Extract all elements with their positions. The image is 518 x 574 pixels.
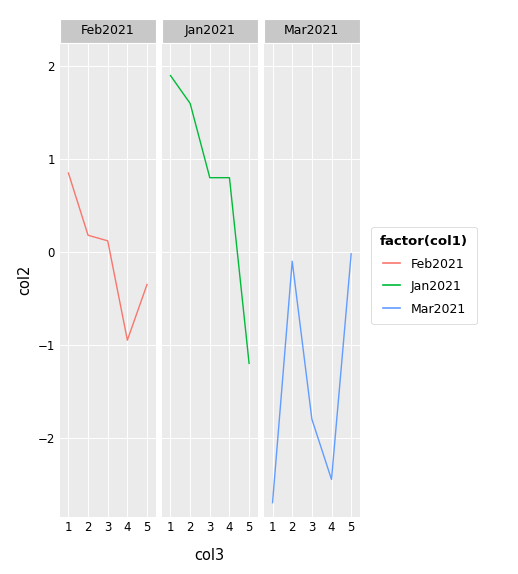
- Text: col3: col3: [195, 548, 225, 563]
- Y-axis label: col2: col2: [17, 265, 32, 295]
- Legend: Feb2021, Jan2021, Mar2021: Feb2021, Jan2021, Mar2021: [371, 227, 477, 324]
- Text: Mar2021: Mar2021: [284, 25, 339, 37]
- Text: Jan2021: Jan2021: [184, 25, 235, 37]
- Text: Feb2021: Feb2021: [81, 25, 135, 37]
